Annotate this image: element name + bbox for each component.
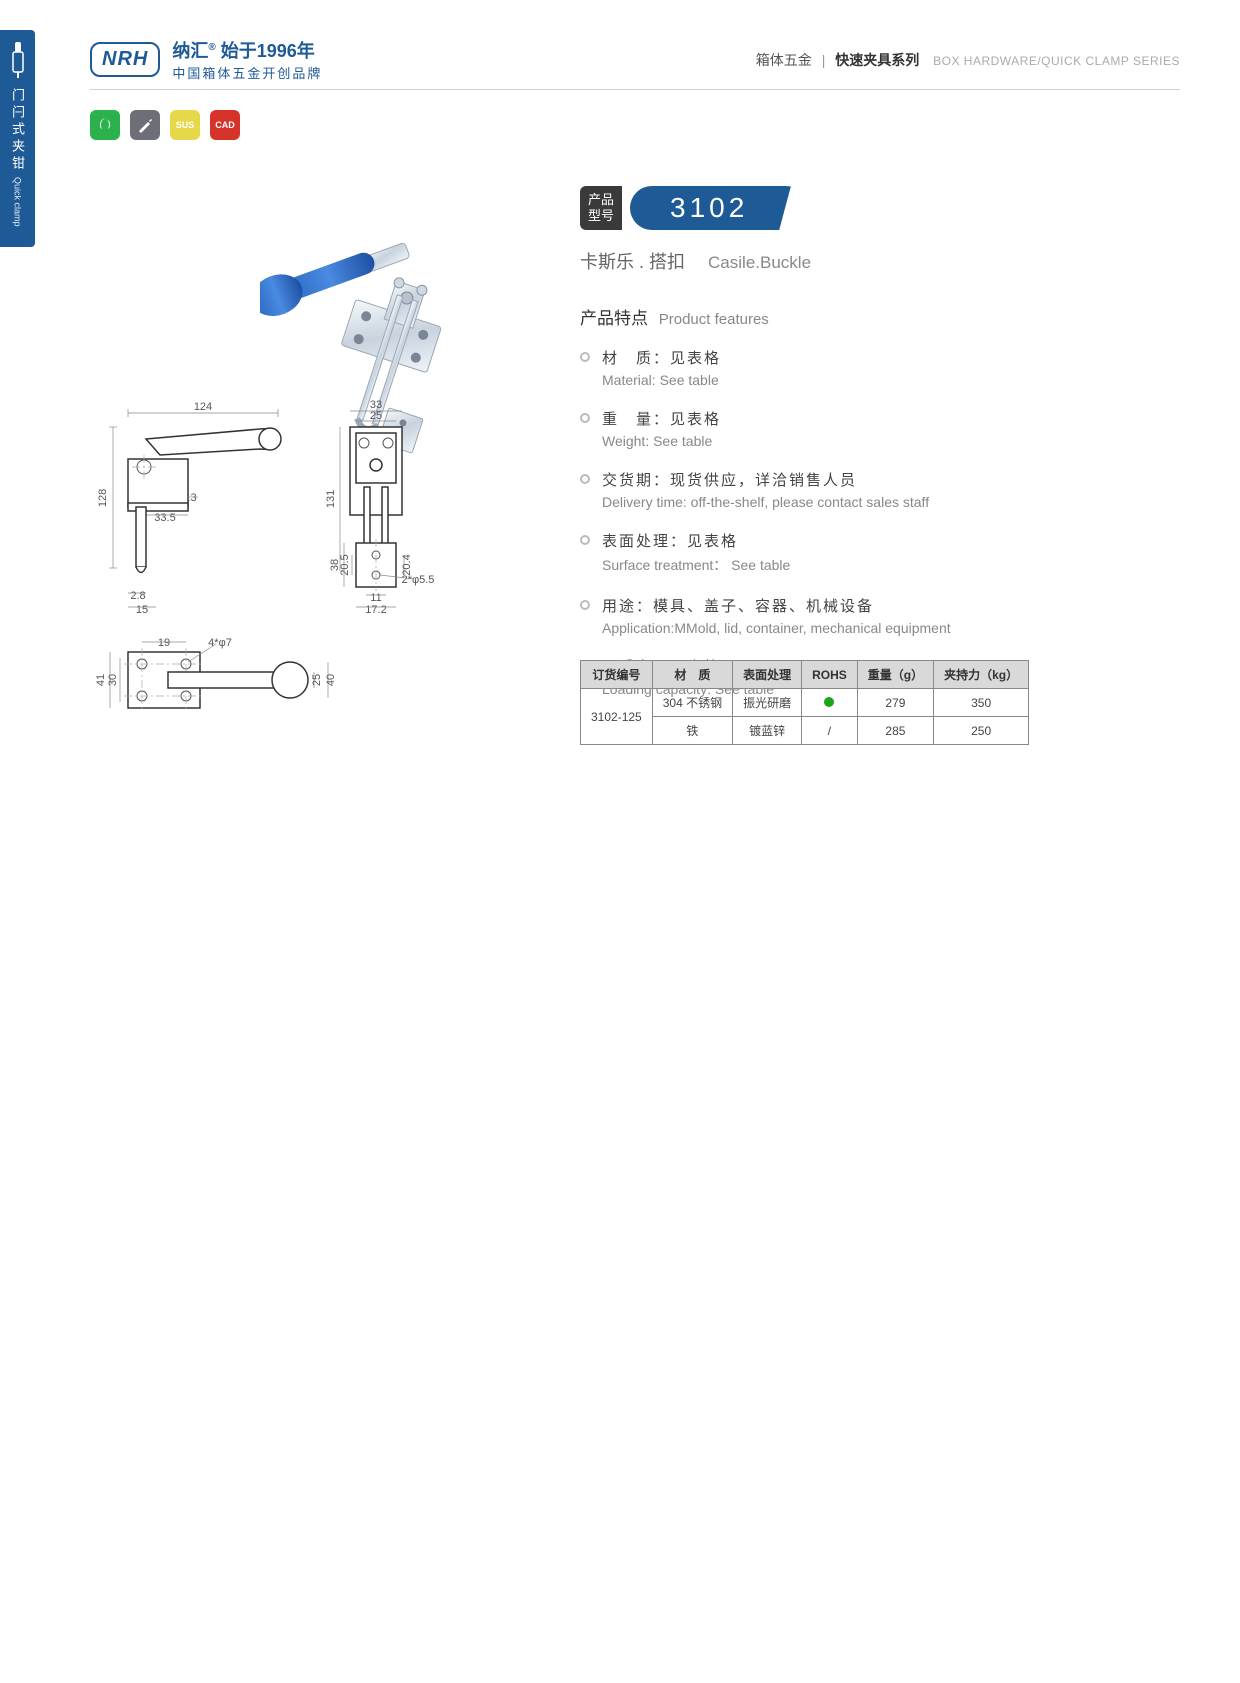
svg-text:15: 15 (136, 604, 148, 616)
subtitle-cn: 卡斯乐 . 搭扣 (580, 252, 685, 272)
page-header: NRH 纳汇® 始于1996年 中国箱体五金开创品牌 箱体五金 | 快速夹具系列… (90, 30, 1180, 90)
brand-name-cn: 纳汇 (172, 41, 208, 61)
cert-badge-row: SUS CAD (90, 110, 240, 140)
cell-surface: 镀蓝锌 (733, 717, 802, 745)
svg-text:25: 25 (311, 674, 323, 686)
features-heading: 产品特点 Product features (580, 304, 1170, 329)
header-category: 箱体五金 | 快速夹具系列 BOX HARDWARE/QUICK CLAMP S… (756, 50, 1180, 70)
model-row: 产品 型号 3102 (580, 186, 1170, 230)
table-header: 重量（g） (857, 661, 933, 689)
svg-text:11: 11 (370, 592, 381, 604)
rohs-dot-icon (824, 697, 834, 707)
badge-sus: SUS (170, 110, 200, 140)
feature-cn: 表面处理：见表格 (602, 530, 790, 551)
header-right-cn1: 箱体五金 (756, 52, 812, 68)
svg-text:20.4: 20.4 (401, 554, 413, 575)
subtitle-en: Casile.Buckle (708, 253, 811, 272)
feature-text: 交货期：现货供应，详洽销售人员 Delivery time: off-the-s… (602, 469, 929, 510)
feature-item: 材 质：见表格 Material: See table (580, 347, 1170, 388)
svg-text:33.5: 33.5 (154, 512, 175, 524)
brand-since: 始于1996年 (221, 41, 315, 61)
feature-text: 用途：模具、盖子、容器、机械设备 Application:MMold, lid,… (602, 595, 951, 636)
cell-force: 250 (934, 717, 1029, 745)
feature-en: Surface treatment： See table (602, 555, 790, 575)
feature-cn: 重 量：见表格 (602, 408, 721, 429)
cell-material: 铁 (652, 717, 732, 745)
header-right-en: BOX HARDWARE/QUICK CLAMP SERIES (933, 54, 1180, 68)
product-info-panel: 产品 型号 3102 卡斯乐 . 搭扣 Casile.Buckle 产品特点 P… (580, 186, 1170, 717)
feature-en: Delivery time: off-the-shelf, please con… (602, 494, 929, 510)
table-header: 订货编号 (581, 661, 653, 689)
feature-en: Application:MMold, lid, container, mecha… (602, 620, 951, 636)
feature-en: Material: See table (602, 372, 721, 388)
feature-item: 交货期：现货供应，详洽销售人员 Delivery time: off-the-s… (580, 469, 1170, 510)
bullet-icon (580, 352, 590, 362)
badge-eco (90, 110, 120, 140)
side-category-tab: 门闩式夹钳 Quick clamp (0, 30, 35, 247)
svg-text:4*φ7: 4*φ7 (208, 637, 232, 649)
model-label-l1: 产品 (588, 192, 614, 208)
header-right-cn2: 快速夹具系列 (835, 52, 919, 68)
cell-surface: 振光研磨 (733, 689, 802, 717)
model-label-l2: 型号 (588, 208, 614, 224)
logo-block: NRH 纳汇® 始于1996年 中国箱体五金开创品牌 (90, 37, 322, 82)
cell-rohs: / (802, 717, 858, 745)
features-heading-cn: 产品特点 (580, 309, 648, 328)
feature-text: 重 量：见表格 Weight: See table (602, 408, 721, 449)
feature-item: 重 量：见表格 Weight: See table (580, 408, 1170, 449)
side-tab-label-en: Quick clamp (13, 177, 23, 227)
product-subtitle: 卡斯乐 . 搭扣 Casile.Buckle (580, 248, 1170, 274)
svg-text:41: 41 (95, 674, 107, 686)
table-header: 夹持力（kg） (934, 661, 1029, 689)
feature-cn: 材 质：见表格 (602, 347, 721, 368)
features-list: 材 质：见表格 Material: See table 重 量：见表格 Weig… (580, 347, 1170, 697)
cell-weight: 285 (857, 717, 933, 745)
logo-badge: NRH (90, 42, 160, 77)
side-tab-label-cn: 门闩式夹钳 (8, 88, 27, 173)
badge-cad: CAD (210, 110, 240, 140)
spec-table: 订货编号材 质表面处理ROHS重量（g）夹持力（kg） 3102-125304 … (580, 660, 1029, 745)
clamp-icon (8, 40, 28, 80)
svg-text:20.5: 20.5 (339, 554, 351, 575)
feature-item: 表面处理：见表格 Surface treatment： See table (580, 530, 1170, 575)
svg-text:2.8: 2.8 (130, 590, 145, 602)
svg-text:25: 25 (370, 410, 382, 422)
svg-text:.3: .3 (187, 492, 196, 504)
cell-force: 350 (934, 689, 1029, 717)
technical-drawing: 124 128 33.5 .3 2.8 15 33 25 131 (90, 398, 510, 728)
bullet-icon (580, 600, 590, 610)
brand-slogan: 中国箱体五金开创品牌 (172, 63, 322, 82)
cell-weight: 279 (857, 689, 933, 717)
table-row: 3102-125304 不锈钢振光研磨279350 (581, 689, 1029, 717)
features-heading-en: Product features (659, 311, 769, 328)
model-number: 3102 (630, 186, 808, 230)
svg-text:128: 128 (97, 489, 109, 507)
svg-text:124: 124 (194, 401, 212, 413)
svg-text:2*φ5.5: 2*φ5.5 (402, 574, 435, 586)
logo-text: 纳汇® 始于1996年 中国箱体五金开创品牌 (172, 37, 322, 82)
svg-text:19: 19 (158, 637, 170, 649)
cell-material: 304 不锈钢 (652, 689, 732, 717)
bullet-icon (580, 474, 590, 484)
table-header: 材 质 (652, 661, 732, 689)
svg-text:131: 131 (325, 490, 337, 508)
feature-cn: 用途：模具、盖子、容器、机械设备 (602, 595, 951, 616)
bullet-icon (580, 413, 590, 423)
svg-text:17.2: 17.2 (365, 604, 386, 616)
svg-text:30: 30 (107, 674, 119, 686)
bullet-icon (580, 535, 590, 545)
cell-rohs (802, 689, 858, 717)
feature-item: 用途：模具、盖子、容器、机械设备 Application:MMold, lid,… (580, 595, 1170, 636)
table-header: ROHS (802, 661, 858, 689)
svg-text:40: 40 (325, 674, 337, 686)
table-header: 表面处理 (733, 661, 802, 689)
feature-text: 材 质：见表格 Material: See table (602, 347, 721, 388)
feature-en: Weight: See table (602, 433, 721, 449)
model-label: 产品 型号 (580, 186, 622, 230)
feature-cn: 交货期：现货供应，详洽销售人员 (602, 469, 929, 490)
cell-order-no: 3102-125 (581, 689, 653, 745)
feature-text: 表面处理：见表格 Surface treatment： See table (602, 530, 790, 575)
badge-tool (130, 110, 160, 140)
